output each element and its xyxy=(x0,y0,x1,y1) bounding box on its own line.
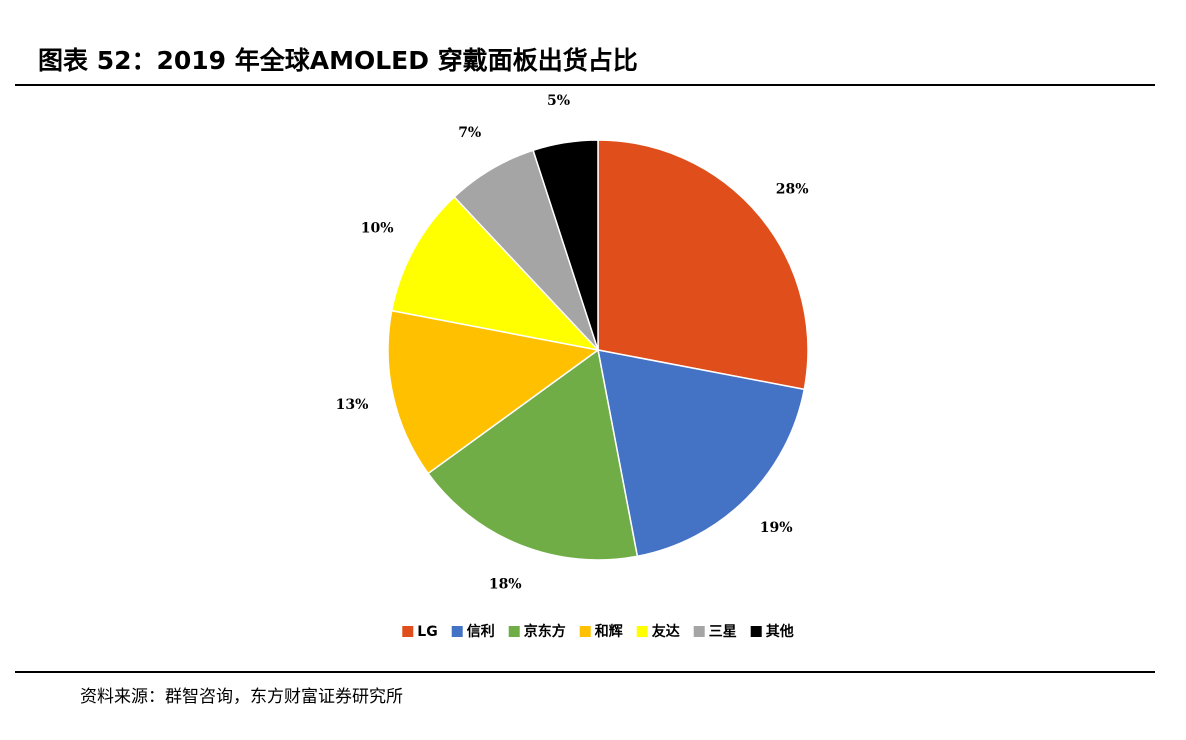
data-label: 18% xyxy=(489,576,522,592)
pie-slice xyxy=(427,348,639,561)
legend-label: 京东方 xyxy=(524,623,566,640)
source-note: 资料来源：群智咨询，东方财富证券研究所 xyxy=(80,687,403,707)
pie-slice xyxy=(390,195,601,352)
legend-swatch xyxy=(579,626,591,637)
pie-slice xyxy=(597,139,809,391)
legend-label: 三星 xyxy=(709,624,737,640)
legend-swatch xyxy=(750,626,762,637)
legend-swatch xyxy=(508,626,520,637)
legend-label: 信利 xyxy=(467,623,495,640)
pie-slice xyxy=(387,309,600,475)
chart-title: 图表 52：2019 年全球AMOLED 穿戴面板出货占比 xyxy=(38,46,638,75)
legend-swatch xyxy=(451,626,463,637)
data-label: 19% xyxy=(760,520,793,536)
legend-label: 其他 xyxy=(766,623,794,640)
legend-label: 友达 xyxy=(652,623,680,640)
legend-swatch xyxy=(693,626,705,637)
legend-label: 和辉 xyxy=(595,624,623,640)
data-label: 13% xyxy=(336,397,369,413)
legend-label: LG xyxy=(417,624,437,640)
legend-swatch xyxy=(636,626,648,637)
data-label: 10% xyxy=(361,221,394,237)
data-label: 5% xyxy=(547,93,570,109)
data-label: 7% xyxy=(458,125,481,141)
data-label: 28% xyxy=(776,181,809,197)
legend-swatch xyxy=(402,626,414,637)
pie-slice xyxy=(532,139,599,351)
pie-slice xyxy=(597,349,806,558)
